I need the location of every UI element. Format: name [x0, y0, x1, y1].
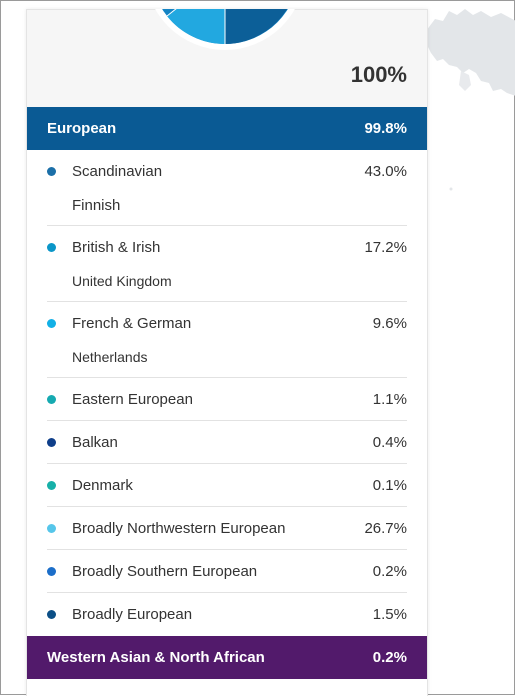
subregion-name: Broadly Northwestern European	[72, 520, 286, 537]
subregion-percent: 43.0%	[364, 163, 407, 180]
color-dot	[47, 243, 56, 252]
world-map-fragment	[426, 9, 515, 191]
region-percent: 99.8%	[364, 120, 407, 137]
subregion-percent: 26.7%	[364, 520, 407, 537]
subregion-name: Broadly European	[72, 606, 193, 623]
subregion-name: Balkan	[72, 434, 118, 451]
subregion-name: Broadly Southern European	[72, 563, 258, 580]
list-item-scandinavian[interactable]: Scandinavian 43.0% Finnish	[47, 150, 407, 226]
estimate-header: 100%	[27, 9, 427, 108]
region-name: Western Asian & North African	[47, 649, 265, 666]
subregion-name: Eastern European	[72, 391, 193, 408]
subregion-percent: 9.6%	[372, 315, 407, 332]
ethnicity-estimate-panel: 100% European 99.8% Scandinavian 43.0% F…	[26, 9, 428, 696]
region-name: European	[47, 120, 117, 137]
subregion-percent: 1.1%	[372, 391, 407, 408]
community-name: United Kingdom	[72, 273, 172, 289]
subregion-name: Denmark	[72, 477, 133, 494]
ethnicity-donut-chart	[155, 9, 295, 50]
list-item-broadly-southern-european[interactable]: Broadly Southern European 0.2%	[47, 550, 407, 593]
subregion-percent: 0.1%	[372, 477, 407, 494]
list-item-broadly-northwestern-european[interactable]: Broadly Northwestern European 26.7%	[47, 507, 407, 550]
list-item-british-irish[interactable]: British & Irish 17.2% United Kingdom	[47, 226, 407, 302]
list-item-denmark[interactable]: Denmark 0.1%	[47, 464, 407, 507]
region-percent: 0.2%	[372, 649, 407, 666]
color-dot	[47, 524, 56, 533]
subregion-percent: 0.4%	[372, 434, 407, 451]
list-item-french-german[interactable]: French & German 9.6% Netherlands	[47, 302, 407, 378]
list-item-eastern-european[interactable]: Eastern European 1.1%	[47, 378, 407, 421]
community-name: Finnish	[72, 197, 121, 214]
color-dot	[47, 567, 56, 576]
list-item-balkan[interactable]: Balkan 0.4%	[47, 421, 407, 464]
community-name: Netherlands	[72, 349, 148, 365]
color-dot	[47, 438, 56, 447]
subregion-percent: 17.2%	[364, 239, 407, 256]
region-header-european[interactable]: European 99.8%	[27, 107, 427, 150]
subregion-name: British & Irish	[72, 239, 161, 256]
color-dot	[47, 481, 56, 490]
list-item-broadly-european[interactable]: Broadly European 1.5%	[47, 593, 407, 636]
subregion-name: French & German	[72, 315, 192, 332]
color-dot	[47, 395, 56, 404]
subregion-percent: 0.2%	[372, 563, 407, 580]
color-dot	[47, 610, 56, 619]
total-percent: 100%	[350, 62, 407, 87]
subregion-percent: 1.5%	[372, 606, 407, 623]
european-subregion-list: Scandinavian 43.0% Finnish British & Iri…	[27, 150, 427, 636]
subregion-name: Scandinavian	[72, 163, 163, 180]
region-header-western-asian-north-african[interactable]: Western Asian & North African 0.2%	[27, 636, 427, 679]
color-dot	[47, 319, 56, 328]
color-dot	[47, 167, 56, 176]
